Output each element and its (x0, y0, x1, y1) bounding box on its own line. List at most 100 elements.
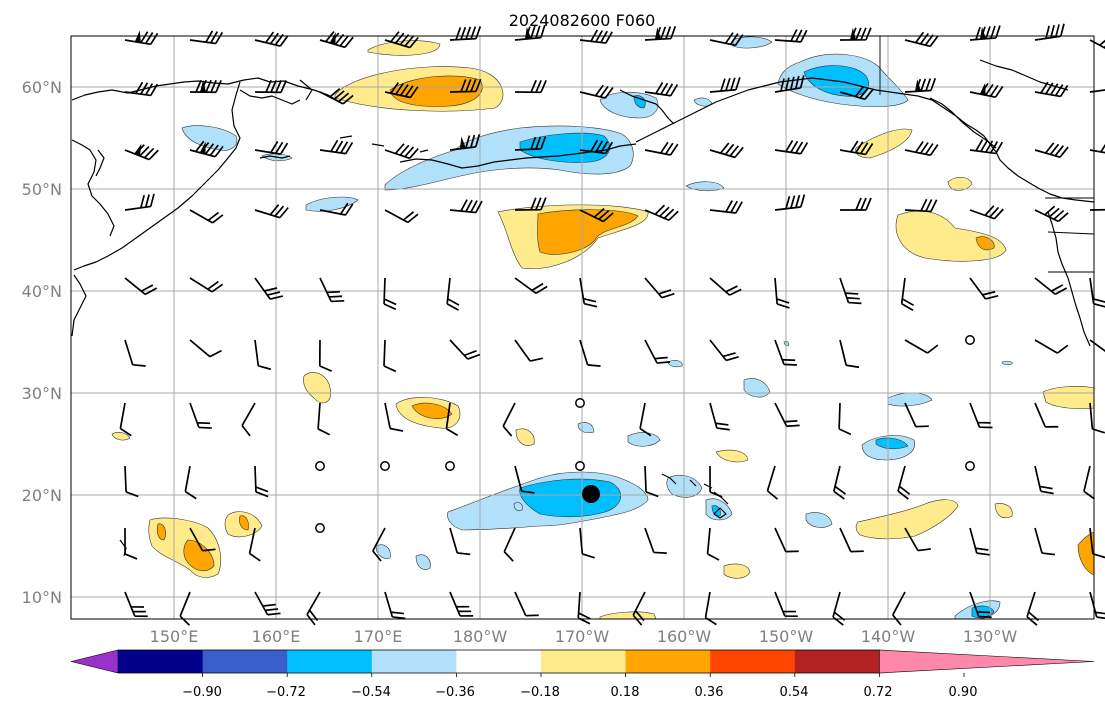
wind-barb (904, 77, 937, 93)
wind-barb (189, 79, 222, 94)
wind-barb (449, 591, 474, 617)
colorbar-segment (371, 650, 457, 673)
colorbar-tick-labels: −0.90 −0.72 −0.54 −0.36 −0.18 0.18 0.36 … (182, 685, 977, 700)
wind-barb (709, 277, 742, 296)
wind-barb (709, 465, 723, 498)
anomaly-contour (305, 196, 359, 212)
anomaly-contour (715, 449, 749, 463)
colorbar-extend-low (70, 649, 119, 674)
wind-barb (644, 527, 667, 554)
wind-barb (319, 87, 354, 105)
anomaly-contour (743, 378, 771, 398)
wind-barb (579, 277, 598, 308)
lon-label: 170°W (555, 627, 610, 646)
wind-barb (384, 402, 404, 432)
wind-barb (639, 402, 652, 437)
wind-barb (254, 204, 289, 219)
colorbar-tick-label: −0.72 (266, 685, 306, 700)
wind-barb (839, 85, 874, 101)
graticule (71, 36, 1094, 619)
wind-barb-calm (380, 461, 390, 471)
wind-barb (384, 31, 419, 49)
wind-barb (317, 402, 331, 436)
anomaly-contour (723, 563, 751, 579)
wind-barb (449, 134, 481, 151)
wind-barb-calm (315, 523, 325, 533)
lat-label: 60°N (22, 78, 62, 97)
wind-barb (904, 339, 939, 354)
map-frame (70, 35, 1095, 620)
wind-barb (579, 339, 601, 367)
lon-label: 150°E (150, 627, 199, 646)
wind-barb (839, 27, 872, 41)
anomaly-contour (1001, 360, 1013, 366)
wind-barb (838, 402, 852, 436)
wind-barb (189, 209, 224, 224)
colorbar (70, 649, 1095, 677)
wind-barbs (119, 23, 1105, 626)
wind-barb (449, 199, 483, 214)
wind-barb (839, 277, 862, 305)
wind-barb (1034, 142, 1069, 159)
wind-barb (904, 198, 938, 213)
wind-barb-calm (575, 398, 585, 408)
colorbar-tick-label: −0.90 (182, 685, 222, 700)
anomaly-contour (732, 36, 773, 49)
wind-barb-calm (315, 461, 325, 471)
wind-barb (514, 465, 535, 494)
anomaly-contour (895, 210, 1007, 262)
lat-label: 20°N (22, 486, 62, 505)
wind-barb (124, 277, 158, 296)
colorbar-segment (794, 650, 880, 673)
wind-barb (124, 143, 159, 161)
wind-barb (969, 82, 1004, 99)
lat-label: 10°N (22, 588, 62, 607)
wind-barb (839, 339, 860, 369)
wind-barb (969, 591, 992, 619)
wind-barb (189, 527, 216, 552)
wind-barb (774, 591, 798, 618)
coastlines (71, 59, 1095, 557)
wind-barb (514, 79, 547, 94)
wind-barb (1089, 527, 1105, 559)
wind-barb (254, 277, 284, 300)
wind-barb (1089, 339, 1105, 357)
wind-barb (384, 82, 419, 99)
wind-barb (833, 465, 847, 500)
anomaly-contour (156, 523, 166, 541)
wind-barb (319, 202, 354, 216)
wind-barb (1089, 75, 1105, 93)
colorbar-tick-label: −0.36 (435, 685, 475, 700)
wind-barb (1034, 527, 1055, 556)
wind-barb (254, 79, 287, 94)
anomaly-contour (515, 428, 535, 446)
lon-label: 160°W (657, 627, 712, 646)
wind-barb (318, 339, 333, 372)
wind-barb (644, 204, 679, 222)
wind-barb (384, 591, 406, 620)
wind-barb (502, 402, 516, 437)
lon-label: 140°W (861, 627, 916, 646)
wind-barb (383, 277, 397, 311)
wind-barb (445, 402, 459, 437)
colorbar-tick-label: 0.18 (611, 685, 640, 700)
lat-label: 50°N (22, 180, 62, 199)
wind-barb (124, 591, 148, 618)
wind-barb (248, 527, 261, 562)
lon-label: 160°E (252, 627, 301, 646)
wind-barb (579, 84, 614, 99)
wind-barb (709, 200, 743, 214)
wind-barb (449, 527, 471, 556)
wind-barb (709, 339, 739, 362)
anomaly-contour (855, 128, 913, 159)
wind-barb (1034, 23, 1065, 41)
wind-barb (241, 402, 256, 437)
anomaly-contour (239, 515, 249, 531)
anomaly-contour (519, 132, 610, 163)
wind-barb (709, 77, 741, 93)
wind-barb (1089, 277, 1105, 308)
wind-barb-calm (445, 461, 455, 471)
wind-barb (189, 402, 212, 429)
anomaly-contour (875, 437, 909, 450)
